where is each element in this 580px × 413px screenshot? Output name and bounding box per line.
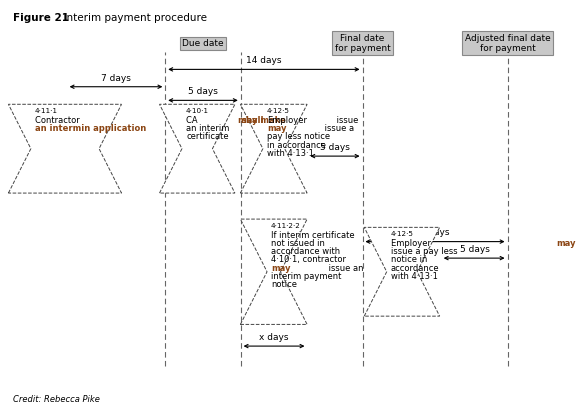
Text: 4·12·5: 4·12·5 xyxy=(267,108,290,114)
Text: 14 days: 14 days xyxy=(246,56,282,65)
Text: 5 days: 5 days xyxy=(459,245,490,254)
Text: in accordance: in accordance xyxy=(267,140,326,150)
Text: certificate: certificate xyxy=(186,132,229,141)
Text: shall: shall xyxy=(241,116,264,125)
Polygon shape xyxy=(160,104,235,193)
Text: x days: x days xyxy=(420,228,450,237)
Text: may: may xyxy=(557,239,577,248)
Text: 4·11·1: 4·11·1 xyxy=(35,108,58,114)
Text: issue: issue xyxy=(334,116,358,125)
Text: may: may xyxy=(267,124,287,133)
Text: 5 days: 5 days xyxy=(320,143,350,152)
Text: x days: x days xyxy=(259,333,288,342)
Text: issue a pay less: issue a pay less xyxy=(391,247,458,256)
Text: notice in: notice in xyxy=(391,255,427,264)
Text: 4·12·5: 4·12·5 xyxy=(391,231,414,237)
Text: accordance: accordance xyxy=(391,264,440,273)
Text: 4·11·2·2: 4·11·2·2 xyxy=(271,223,301,229)
Text: Employer: Employer xyxy=(391,239,433,248)
Text: may make: may make xyxy=(238,116,285,125)
Polygon shape xyxy=(8,104,122,193)
Text: Figure 21: Figure 21 xyxy=(13,13,69,23)
Text: Interim payment procedure: Interim payment procedure xyxy=(57,13,207,23)
Text: 5 days: 5 days xyxy=(188,87,218,96)
Text: 4·10·1: 4·10·1 xyxy=(186,108,209,114)
Text: Credit: Rebecca Pike: Credit: Rebecca Pike xyxy=(13,395,100,404)
Text: Employer: Employer xyxy=(267,116,307,125)
Text: with 4·13·1: with 4·13·1 xyxy=(391,272,438,281)
Text: notice: notice xyxy=(271,280,297,289)
Text: pay less notice: pay less notice xyxy=(267,132,330,141)
Text: Final date
for payment: Final date for payment xyxy=(335,34,390,53)
Text: not issued in: not issued in xyxy=(271,239,325,248)
Text: an interim: an interim xyxy=(186,124,229,133)
Polygon shape xyxy=(240,104,307,193)
Text: issue an: issue an xyxy=(327,264,364,273)
Text: accordance with: accordance with xyxy=(271,247,340,256)
Polygon shape xyxy=(240,219,307,325)
Text: If interim certificate: If interim certificate xyxy=(271,230,355,240)
Text: CA: CA xyxy=(186,116,200,125)
Text: issue a: issue a xyxy=(322,124,354,133)
Polygon shape xyxy=(364,227,440,316)
Text: 7 days: 7 days xyxy=(101,74,131,83)
Text: Due date: Due date xyxy=(182,39,224,48)
Text: may: may xyxy=(271,264,291,273)
Text: 4·10·1, contractor: 4·10·1, contractor xyxy=(271,255,346,264)
Text: Adjusted final date
for payment: Adjusted final date for payment xyxy=(465,34,550,53)
Text: an intermin application: an intermin application xyxy=(35,124,146,133)
Text: Contractor: Contractor xyxy=(35,116,82,125)
Text: interim payment: interim payment xyxy=(271,272,342,281)
Text: with 4·13·1: with 4·13·1 xyxy=(267,149,314,158)
